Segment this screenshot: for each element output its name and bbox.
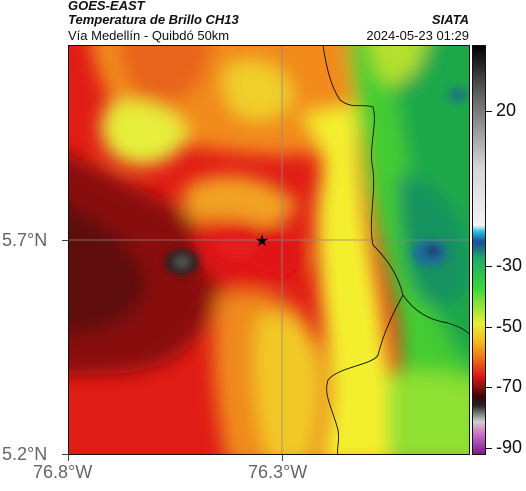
colorbar-label-minus-50: -50 <box>496 316 523 336</box>
lon-tick-mark <box>68 455 69 461</box>
lon-tick-76-3: 76.3°W <box>248 462 308 482</box>
colorbar-tick <box>486 327 492 328</box>
colorbar-tick <box>486 266 492 267</box>
location-star-icon: ★ <box>255 231 269 250</box>
org-label: SIATA <box>431 12 469 27</box>
lat-tick-mark <box>62 454 68 455</box>
colorbar-label-minus-70: -70 <box>496 376 523 396</box>
colorbar-label-minus-90: -90 <box>496 437 523 457</box>
satellite-label: GOES-EAST <box>68 0 145 13</box>
colorbar-tick <box>486 111 492 112</box>
datetime-label: 2024-05-23 01:29 <box>366 28 469 43</box>
product-title: Temperatura de Brillo CH13 <box>68 12 239 27</box>
temperature-field: ★ <box>68 45 470 455</box>
colorbar-label-20: 20 <box>496 100 517 120</box>
lon-tick-76-8: 76.8°W <box>33 462 93 482</box>
department-border <box>322 45 470 455</box>
lat-tick-5-7: 5.7°N <box>2 230 48 250</box>
colorbar-label-minus-30: -30 <box>496 255 523 275</box>
lat-tick-5-2: 5.2°N <box>2 444 48 464</box>
lon-tick-mark <box>282 455 283 461</box>
location-label: Vía Medellín - Quibdó 50km <box>68 28 230 43</box>
brightness-temperature-map: ★ <box>68 45 470 455</box>
lat-tick-mark <box>62 240 68 241</box>
temperature-colorbar <box>472 45 486 455</box>
colorbar-tick <box>486 387 492 388</box>
colorbar-tick <box>486 448 492 449</box>
